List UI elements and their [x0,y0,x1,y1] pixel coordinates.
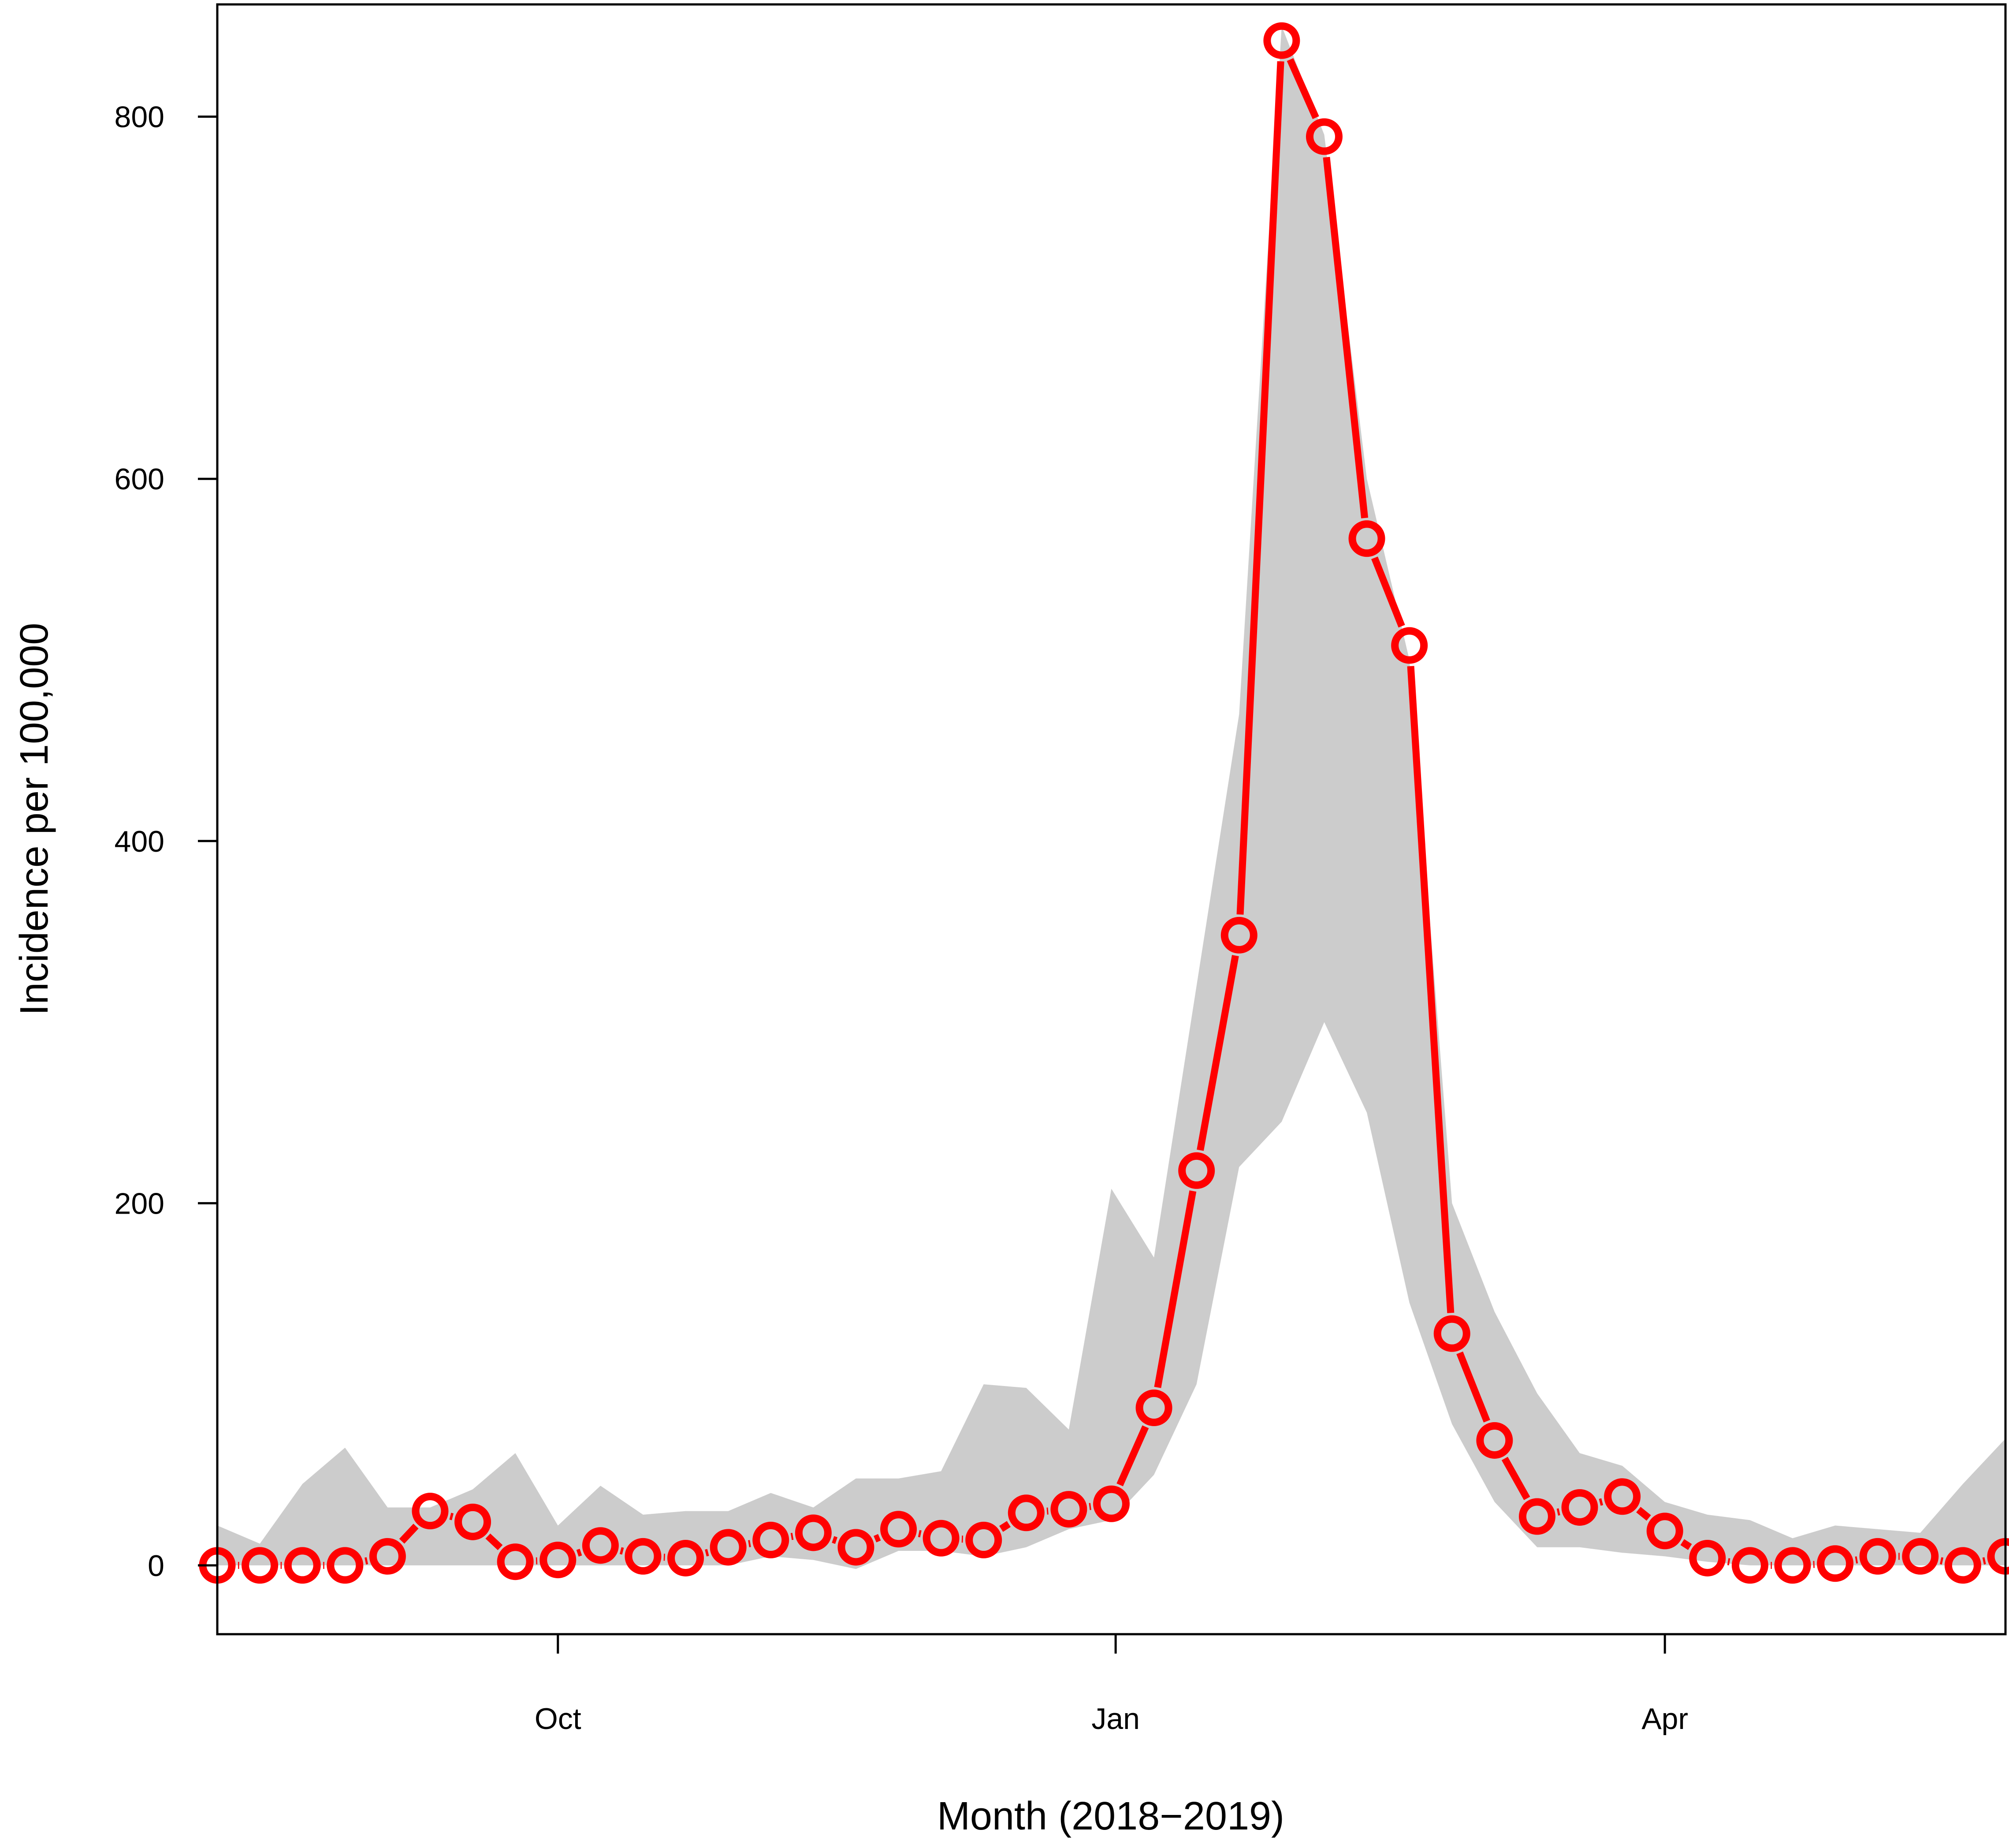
data-point [1050,1491,1087,1528]
data-point [1178,1152,1215,1189]
data-point [1774,1547,1811,1584]
series-line-segment [1154,1190,1197,1388]
series-line-segment [1636,1507,1651,1521]
data-point [923,1520,960,1557]
data-point [1306,118,1343,155]
data-point [880,1511,917,1548]
confidence-band [217,26,2005,1569]
data-point [1518,1498,1555,1535]
data-point [795,1514,832,1551]
series-line-segment [1287,58,1319,119]
data-point [497,1543,534,1580]
series-line-segment [1371,556,1405,628]
series-line-segment [790,1532,794,1540]
data-point [1944,1547,1981,1584]
y-tick-label: 200 [115,1187,164,1220]
data-point [1008,1494,1045,1531]
data-point [1348,520,1385,557]
x-tick-label: Jan [1091,1702,1140,1736]
data-point [1902,1538,1939,1575]
data-point [242,1547,279,1584]
data-point [1263,22,1300,59]
series-line-segment [1197,955,1239,1151]
series-line-segment [1456,1351,1490,1423]
y-tick-label: 400 [115,825,164,858]
y-axis-title: Incidence per 100,000 [12,623,56,1016]
x-axis: Oct Jan Apr [535,1634,1688,1736]
series-line-segment [1501,1457,1530,1500]
plot-frame [216,3,2007,1636]
y-tick-label: 0 [148,1549,164,1583]
y-tick-label: 800 [115,101,164,134]
series-line-segment [748,1540,751,1547]
x-tick-label: Apr [1641,1702,1688,1736]
series-line-segment [619,1547,624,1555]
series-line-segment [399,1524,419,1544]
series-point-layer [199,22,2009,1584]
data-point [837,1529,874,1566]
x-tick-label: Oct [535,1702,581,1736]
data-point [625,1538,662,1575]
data-point [454,1503,491,1540]
data-point [1093,1485,1130,1522]
data-point [1391,627,1428,664]
data-point [582,1527,619,1564]
series-line-segment [1236,61,1284,915]
data-point [1859,1538,1896,1575]
data-point [1731,1547,1768,1584]
data-point [369,1538,406,1575]
data-point [1689,1539,1726,1576]
series-line-segment [1116,1425,1149,1487]
series-line-segment [705,1549,709,1557]
series-line-segment [485,1533,503,1550]
series-line-segment [1727,1558,1730,1565]
data-point [1561,1489,1598,1526]
x-axis-title: Month (2018−2019) [937,1794,1284,1838]
y-tick-label: 600 [115,462,164,496]
y-axis: 0 200 400 600 800 [115,101,217,1583]
data-point [327,1547,364,1584]
data-point [667,1539,704,1576]
data-point [1604,1478,1641,1515]
data-point [752,1521,789,1558]
series-line-layer [238,58,1986,1569]
series-line-segment [1680,1539,1692,1550]
series-line-segment [832,1536,838,1544]
data-point [1135,1390,1172,1427]
data-point [412,1493,449,1530]
data-point [1433,1315,1470,1352]
data-point [539,1542,577,1579]
data-point [1476,1422,1513,1459]
confidence-band-layer [217,26,2005,1569]
data-point [284,1547,321,1584]
series-line-segment [1407,666,1455,1313]
series-line-segment [874,1534,881,1542]
data-point [1220,917,1257,954]
data-point [965,1521,1002,1558]
data-point [1817,1545,1854,1582]
series-line-segment [999,1521,1011,1532]
data-point [710,1529,747,1566]
data-point [1646,1513,1683,1550]
series-line-segment [1323,156,1369,518]
series-line-segment [576,1549,582,1557]
